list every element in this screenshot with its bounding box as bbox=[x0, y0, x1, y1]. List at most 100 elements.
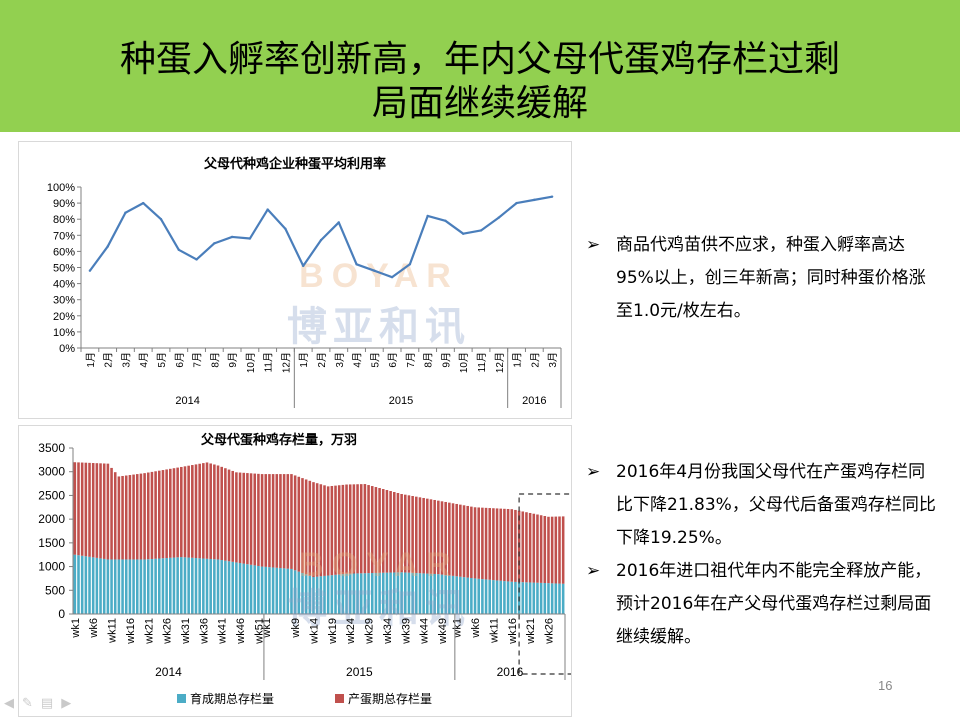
bar-growing bbox=[407, 572, 411, 614]
bar-laying bbox=[268, 474, 271, 568]
bar-growing bbox=[297, 571, 301, 614]
bar-growing bbox=[194, 558, 198, 614]
x-tick-label: 5月 bbox=[156, 352, 168, 368]
x-tick-label: 12月 bbox=[280, 352, 292, 373]
bar-laying bbox=[91, 463, 95, 558]
bar-laying bbox=[514, 509, 517, 582]
x-tick-label: wk11 bbox=[107, 618, 119, 644]
x-tick-label: 1月 bbox=[512, 352, 524, 368]
bar-laying bbox=[356, 484, 359, 574]
bar-growing bbox=[224, 560, 227, 614]
y-tick-label: 10% bbox=[53, 327, 75, 339]
bar-growing bbox=[312, 577, 315, 614]
bar-laying bbox=[146, 472, 150, 560]
group-label: 2015 bbox=[389, 395, 413, 407]
inventory-bar-chart: 父母代蛋种鸡存栏量，万羽 0 500 1000 1500 2000 2500 3000 3500… bbox=[38, 432, 583, 706]
bar-growing bbox=[426, 573, 429, 614]
bar-growing bbox=[169, 557, 172, 614]
bar-growing bbox=[242, 563, 246, 614]
bar-growing bbox=[459, 576, 462, 614]
bar-growing bbox=[323, 575, 326, 614]
y-tick-label: 100% bbox=[47, 182, 75, 194]
data-point bbox=[88, 269, 92, 272]
bar-growing bbox=[525, 582, 528, 614]
bar-laying bbox=[99, 463, 102, 559]
bar-laying bbox=[301, 478, 304, 573]
y-tick-label: 0 bbox=[58, 607, 65, 621]
data-point bbox=[408, 263, 412, 266]
bar-laying bbox=[330, 485, 334, 576]
x-tick-label: wk21 bbox=[525, 618, 537, 645]
bar-laying bbox=[532, 513, 536, 583]
data-point bbox=[319, 238, 323, 242]
y-tick-label: 1000 bbox=[38, 560, 65, 574]
bar-growing bbox=[238, 563, 242, 614]
data-point bbox=[462, 232, 465, 235]
bar-laying bbox=[143, 473, 146, 560]
presentation-nav: ◀ ✎ ▤ ▶ bbox=[4, 696, 71, 711]
bar-growing bbox=[176, 557, 179, 614]
data-point bbox=[266, 208, 269, 211]
data-point bbox=[390, 275, 394, 279]
data-point bbox=[142, 201, 145, 205]
bar-laying bbox=[304, 479, 308, 575]
x-tick-label: wk26 bbox=[543, 618, 555, 645]
bar-growing bbox=[117, 559, 121, 614]
x-tick-label: wk36 bbox=[198, 618, 210, 645]
bar-growing bbox=[415, 573, 418, 614]
bar-growing bbox=[279, 568, 282, 614]
x-tick-label: 4月 bbox=[138, 352, 150, 368]
bar-laying bbox=[238, 472, 242, 564]
watermark-latin: BOYAR bbox=[299, 257, 459, 295]
title-band bbox=[0, 0, 960, 132]
bar-laying bbox=[290, 474, 293, 569]
bar-growing bbox=[102, 558, 106, 614]
bar-laying bbox=[550, 516, 554, 584]
bar-laying bbox=[323, 485, 326, 576]
arrow-right-icon[interactable]: ▶ bbox=[61, 696, 72, 711]
bar-laying bbox=[154, 471, 157, 559]
slides-icon[interactable]: ▤ bbox=[40, 696, 54, 711]
group-label: 2016 bbox=[497, 665, 524, 679]
bar-growing bbox=[286, 568, 290, 614]
bar-growing bbox=[99, 558, 102, 614]
bar-growing bbox=[473, 578, 477, 614]
page-number: 16 bbox=[878, 678, 893, 693]
pen-icon[interactable]: ✎ bbox=[22, 696, 33, 711]
bar-growing bbox=[157, 558, 161, 614]
bar-growing bbox=[124, 559, 128, 614]
data-point bbox=[302, 264, 305, 268]
bar-laying bbox=[488, 508, 492, 580]
bullet-text: 商品代鸡苗供不应求，种蛋入孵率高达95%以上，创三年新高；同时种蛋价格涨至1.0… bbox=[616, 235, 926, 321]
bar-laying bbox=[73, 462, 77, 555]
bar-growing bbox=[433, 573, 436, 614]
bar-laying bbox=[381, 489, 385, 573]
chart-title: 父母代种鸡企业种蛋平均利用率 bbox=[203, 156, 386, 171]
bar-laying bbox=[260, 474, 264, 567]
legend-label-growing: 育成期总存栏量 bbox=[190, 691, 274, 706]
arrow-left-icon[interactable]: ◀ bbox=[4, 696, 14, 711]
x-tick-label: 3月 bbox=[120, 352, 132, 368]
bullet-item: ➢ 2016年4月份我国父母代在产蛋鸡存栏同比下降21.83%，父母代后备蛋鸡存… bbox=[586, 456, 936, 555]
bar-growing bbox=[521, 582, 525, 614]
x-tick-label: wk29 bbox=[364, 618, 376, 645]
bar-growing bbox=[396, 572, 400, 614]
bar-laying bbox=[180, 466, 183, 558]
x-tick-label: wk16 bbox=[125, 618, 137, 645]
bar-laying bbox=[367, 485, 370, 574]
y-tick-label: 30% bbox=[53, 295, 75, 307]
bar-laying bbox=[477, 507, 481, 579]
bar-growing bbox=[315, 576, 319, 614]
bar-laying bbox=[451, 503, 455, 576]
bar-laying bbox=[418, 497, 422, 574]
bar-growing bbox=[264, 566, 268, 614]
bar-growing bbox=[308, 575, 312, 614]
x-tick-label: wk41 bbox=[217, 618, 229, 645]
bar-growing bbox=[235, 562, 238, 614]
watermark-latin: BOYAR bbox=[299, 546, 459, 584]
bar-laying bbox=[95, 463, 99, 558]
bar-growing bbox=[484, 579, 488, 614]
bar-growing bbox=[348, 573, 352, 614]
bar-growing bbox=[437, 574, 440, 614]
bar-laying bbox=[558, 516, 561, 584]
